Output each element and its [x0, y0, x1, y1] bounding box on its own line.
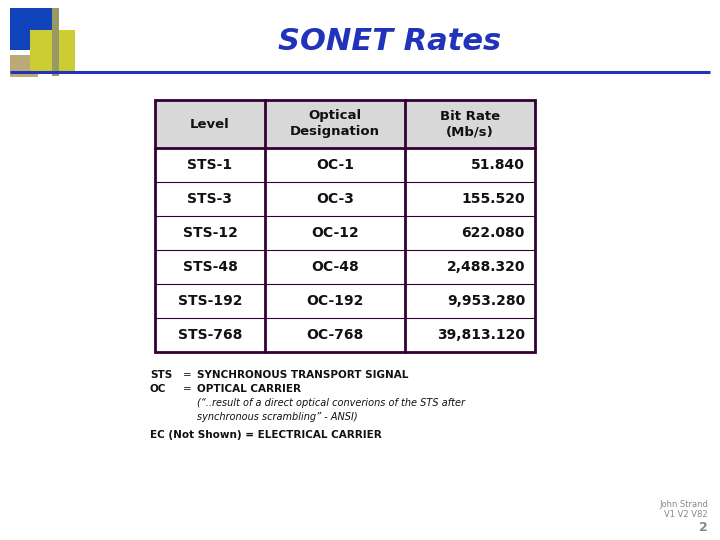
Bar [155, 100, 535, 148]
Text: OC-768: OC-768 [307, 328, 364, 342]
Bar [10, 55, 38, 77]
Text: OC-1: OC-1 [316, 158, 354, 172]
Text: STS-12: STS-12 [183, 226, 238, 240]
Text: synchronous scrambling” - ANSI): synchronous scrambling” - ANSI) [197, 412, 358, 422]
Text: OPTICAL CARRIER: OPTICAL CARRIER [197, 384, 301, 394]
Text: 51.840: 51.840 [471, 158, 525, 172]
Text: Level: Level [190, 118, 230, 131]
Text: 2: 2 [699, 521, 708, 534]
Bar [30, 30, 75, 72]
Text: John Strand: John Strand [659, 500, 708, 509]
Text: OC-3: OC-3 [316, 192, 354, 206]
Text: 39,813.120: 39,813.120 [437, 328, 525, 342]
Text: STS-48: STS-48 [183, 260, 238, 274]
Text: STS-1: STS-1 [187, 158, 233, 172]
Text: =: = [183, 384, 192, 394]
Text: OC-192: OC-192 [306, 294, 364, 308]
Text: SONET Rates: SONET Rates [279, 28, 502, 57]
Text: =: = [183, 370, 192, 380]
Text: (“..result of a direct optical converions of the STS after: (“..result of a direct optical converion… [197, 398, 465, 408]
Text: Optical
Designation: Optical Designation [290, 110, 380, 138]
Text: SYNCHRONOUS TRANSPORT SIGNAL: SYNCHRONOUS TRANSPORT SIGNAL [197, 370, 408, 380]
Text: STS-192: STS-192 [178, 294, 242, 308]
Text: STS-3: STS-3 [187, 192, 233, 206]
Bar [10, 8, 55, 50]
Text: 622.080: 622.080 [462, 226, 525, 240]
Bar [52, 8, 59, 76]
Text: STS-768: STS-768 [178, 328, 242, 342]
Text: 2,488.320: 2,488.320 [446, 260, 525, 274]
Text: OC: OC [150, 384, 166, 394]
Text: OC-12: OC-12 [311, 226, 359, 240]
Text: V1 V2 V82: V1 V2 V82 [665, 510, 708, 519]
Bar [155, 100, 535, 352]
Text: EC (Not Shown) = ELECTRICAL CARRIER: EC (Not Shown) = ELECTRICAL CARRIER [150, 430, 382, 440]
Text: 155.520: 155.520 [462, 192, 525, 206]
Text: Bit Rate
(Mb/s): Bit Rate (Mb/s) [440, 110, 500, 138]
Text: STS: STS [150, 370, 172, 380]
Text: 9,953.280: 9,953.280 [446, 294, 525, 308]
Text: OC-48: OC-48 [311, 260, 359, 274]
